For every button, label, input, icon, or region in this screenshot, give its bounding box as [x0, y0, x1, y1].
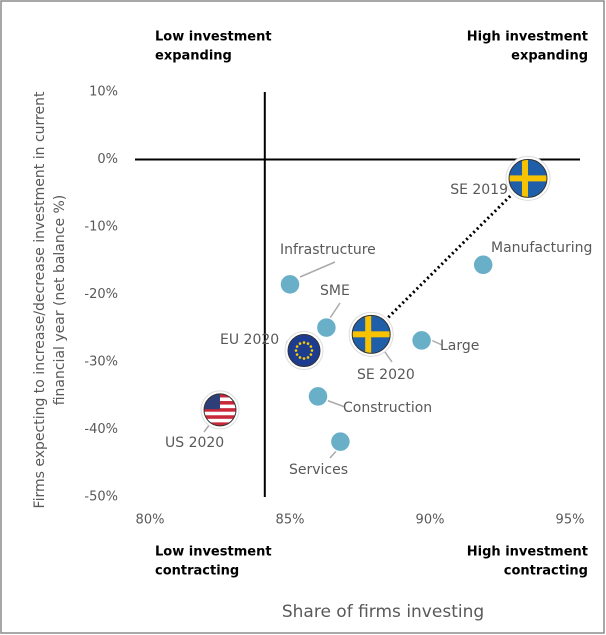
- flag-stripe: [204, 418, 236, 423]
- point-label: Infrastructure: [280, 242, 376, 258]
- leader-line: [325, 399, 346, 408]
- point: [329, 430, 352, 453]
- flag-star: [310, 349, 314, 352]
- y-tick-label: 0%: [97, 152, 118, 167]
- flag-rim: [287, 334, 321, 368]
- point: [410, 329, 433, 352]
- point-label: Services: [289, 462, 348, 478]
- flag-star: [306, 356, 310, 359]
- point-label: US 2020: [165, 435, 224, 451]
- flag-star: [298, 356, 302, 359]
- quadrant-label: expanding: [155, 49, 232, 64]
- leader-line: [299, 261, 336, 278]
- flag-star: [295, 353, 299, 356]
- y-axis-title: Firms expecting to increase/decrease inv…: [32, 91, 68, 508]
- x-tick-label: 95%: [556, 513, 585, 528]
- y-tick-label: 10%: [89, 85, 118, 100]
- y-axis-title-line: financial year (net balance %): [52, 195, 68, 406]
- quadrant-label: contracting: [155, 564, 239, 579]
- quadrant-label: Low investment: [155, 30, 272, 45]
- flag-stripe: [204, 411, 236, 416]
- flag-rim: [508, 158, 548, 198]
- point-label: SE 2020: [357, 367, 415, 383]
- leader-line: [329, 302, 341, 319]
- point-label: SE 2019: [450, 182, 508, 198]
- flag-field: [288, 334, 320, 367]
- flag-star: [309, 345, 313, 348]
- quadrant-label: High investment: [467, 30, 588, 45]
- y-tick-label: -50%: [84, 490, 118, 505]
- connector: [370, 177, 530, 336]
- flag-cross: [365, 315, 372, 354]
- flag: [288, 334, 320, 367]
- y-tick-label: -30%: [84, 355, 118, 370]
- point-label: Manufacturing: [491, 240, 592, 256]
- flag-marker: [284, 331, 324, 371]
- flag-star: [295, 345, 299, 348]
- point: [279, 273, 301, 296]
- flag-stripe: [204, 422, 236, 426]
- quadrant-label: expanding: [511, 49, 588, 64]
- flag-cross: [522, 159, 528, 198]
- flag-star: [302, 357, 306, 360]
- y-tick-label: -10%: [84, 220, 118, 235]
- flag-stripe: [204, 415, 236, 420]
- quadrant-label: High investment: [467, 545, 588, 560]
- flag: [509, 159, 547, 198]
- point-label: SME: [320, 283, 350, 299]
- y-tick-label: -40%: [84, 422, 118, 437]
- flag-marker: [505, 155, 551, 201]
- point: [315, 316, 338, 339]
- quadrant-label: Low investment: [155, 545, 272, 560]
- x-tick-label: 80%: [136, 513, 165, 528]
- point: [472, 254, 494, 276]
- y-axis-title-line: Firms expecting to increase/decrease inv…: [32, 91, 48, 508]
- point-label: Large: [440, 338, 479, 354]
- point-label: Construction: [343, 400, 432, 416]
- point: [307, 385, 329, 408]
- flag-star: [298, 342, 302, 345]
- flag-star: [302, 341, 306, 344]
- flag-marker: [348, 311, 394, 357]
- flag-rim: [203, 393, 237, 427]
- x-axis-title: Share of firms investing: [282, 602, 484, 622]
- x-tick-label: 90%: [416, 513, 445, 528]
- x-tick-label: 85%: [276, 513, 305, 528]
- flag-stripe: [204, 408, 236, 413]
- flag-star: [306, 342, 310, 345]
- flag-star: [294, 349, 298, 352]
- point-label: EU 2020: [220, 332, 279, 348]
- y-tick-label: -20%: [84, 287, 118, 302]
- flag-marker: [200, 390, 240, 430]
- flag-star: [309, 353, 313, 356]
- flag-rim: [351, 314, 391, 354]
- leader-line: [430, 339, 443, 346]
- quadrant-label: contracting: [504, 564, 588, 579]
- flag: [352, 315, 391, 354]
